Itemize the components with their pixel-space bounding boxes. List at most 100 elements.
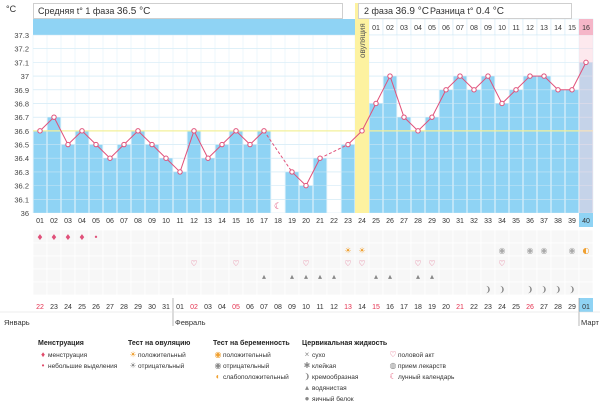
event-cell	[88, 268, 104, 283]
date-label: 16	[386, 304, 394, 311]
temperature-point	[415, 128, 421, 134]
spotting-icon: •	[41, 361, 45, 370]
temperature-bar	[243, 144, 257, 213]
event-cell	[410, 281, 426, 296]
date-label: 09	[288, 304, 296, 311]
temperature-bar	[341, 144, 355, 213]
event-cell	[578, 229, 594, 244]
cycle-day-label: 14	[218, 218, 226, 225]
cycle-day-label: 35	[512, 218, 520, 225]
cycle-day-label: 22	[330, 218, 338, 225]
cycle-day-label: 17	[260, 218, 268, 225]
intercourse-icon: ♡	[414, 259, 421, 268]
event-cell	[536, 229, 552, 244]
temperature-point	[317, 155, 323, 161]
event-cell	[130, 242, 146, 257]
date-label: 28	[554, 304, 562, 311]
event-cell	[578, 281, 594, 296]
temperature-line-segment	[263, 130, 293, 173]
temperature-bar	[425, 117, 439, 213]
y-tick-label: 37.1	[14, 58, 29, 67]
event-cell	[88, 255, 104, 270]
cycle-day-label: 31	[456, 218, 464, 225]
legend-cervical-fluid: Цервикальная жидкость × сухо ✱ клейкая ❩ кр…	[302, 340, 387, 404]
temperature-bar	[439, 89, 453, 213]
temperature-point	[219, 141, 225, 148]
event-cell	[466, 268, 482, 283]
pregnancy-negative-icon: ◉	[214, 361, 222, 370]
event-cell	[158, 268, 174, 283]
y-tick-label: 36.4	[14, 154, 29, 163]
event-cell	[270, 268, 286, 283]
event-cell	[116, 242, 132, 257]
event-cell	[466, 242, 482, 257]
menstruation-icon: ♦	[40, 350, 46, 359]
phase1-header-box	[33, 3, 343, 19]
temperature-point	[79, 128, 85, 134]
event-cell	[60, 242, 76, 257]
event-cell	[242, 242, 258, 257]
above-temp-area	[159, 35, 173, 159]
date-label: 05	[232, 304, 240, 311]
missing-day-column	[271, 35, 285, 213]
event-cell	[536, 268, 552, 283]
temperature-line-segment	[39, 116, 55, 132]
legend-item-label: яичный белок	[312, 396, 354, 403]
event-cell	[438, 242, 454, 257]
date-label: 04	[218, 304, 226, 311]
event-cell	[382, 229, 398, 244]
legend-menstruation: Менструация ♦ менструация • небольшие выде…	[38, 340, 117, 371]
temperature-point	[177, 169, 183, 175]
temperature-point	[457, 73, 463, 79]
header-day-number: 02	[386, 25, 394, 32]
event-cell	[382, 255, 398, 270]
event-cell	[424, 229, 440, 244]
temperature-line-segment	[179, 130, 195, 173]
event-cell	[130, 281, 146, 296]
event-cell	[480, 268, 496, 283]
event-cell	[564, 255, 580, 270]
legend-item: ☀отрицательный	[128, 360, 190, 371]
event-cell	[270, 229, 286, 244]
legend-ovulation-test: Тест на овуляцию ☀положительный ☀отрицат…	[128, 340, 190, 371]
temperature-bar	[285, 171, 299, 213]
event-cell	[452, 255, 468, 270]
event-cell	[564, 268, 580, 283]
temperature-point	[233, 128, 239, 134]
current-cycle-day-cell	[579, 213, 593, 227]
cycle-day-label: 13	[204, 218, 212, 225]
temperature-point	[261, 128, 267, 134]
event-cell	[522, 229, 538, 244]
temperature-line-segment	[319, 144, 349, 159]
cycle-day-label: 09	[148, 218, 156, 225]
cycle-day-label: 03	[64, 218, 72, 225]
temperature-line-segment	[67, 130, 83, 145]
event-cell	[130, 229, 146, 244]
date-label: 12	[330, 304, 338, 311]
date-label: 08	[274, 304, 282, 311]
temperature-bar	[551, 89, 565, 213]
above-temp-area	[411, 35, 425, 131]
event-cell	[214, 281, 230, 296]
legend-item-label: кремообразная	[312, 374, 359, 381]
temperature-line-segment	[207, 144, 223, 159]
legend-item: ◉ отрицательный	[213, 360, 290, 371]
header-day-number: 16	[582, 25, 590, 32]
ovulation-column	[355, 3, 369, 213]
above-temp-area	[495, 35, 509, 104]
temperature-line-segment	[291, 171, 307, 186]
egg-white-icon: ▴	[262, 272, 266, 281]
event-cell	[438, 268, 454, 283]
event-cell	[452, 242, 468, 257]
event-cell	[60, 281, 76, 296]
phase2-value: 36.9 °C	[395, 6, 429, 17]
cycle-day-label: 07	[120, 218, 128, 225]
event-cell	[116, 281, 132, 296]
event-cell	[466, 229, 482, 244]
temperature-line-segment	[361, 103, 377, 132]
cycle-day-label: 15	[232, 218, 240, 225]
above-temp-area	[257, 35, 271, 131]
header-day-number: 11	[512, 25, 519, 32]
cycle-day-label: 23	[344, 218, 352, 225]
cycle-day-label: 01	[36, 218, 44, 225]
